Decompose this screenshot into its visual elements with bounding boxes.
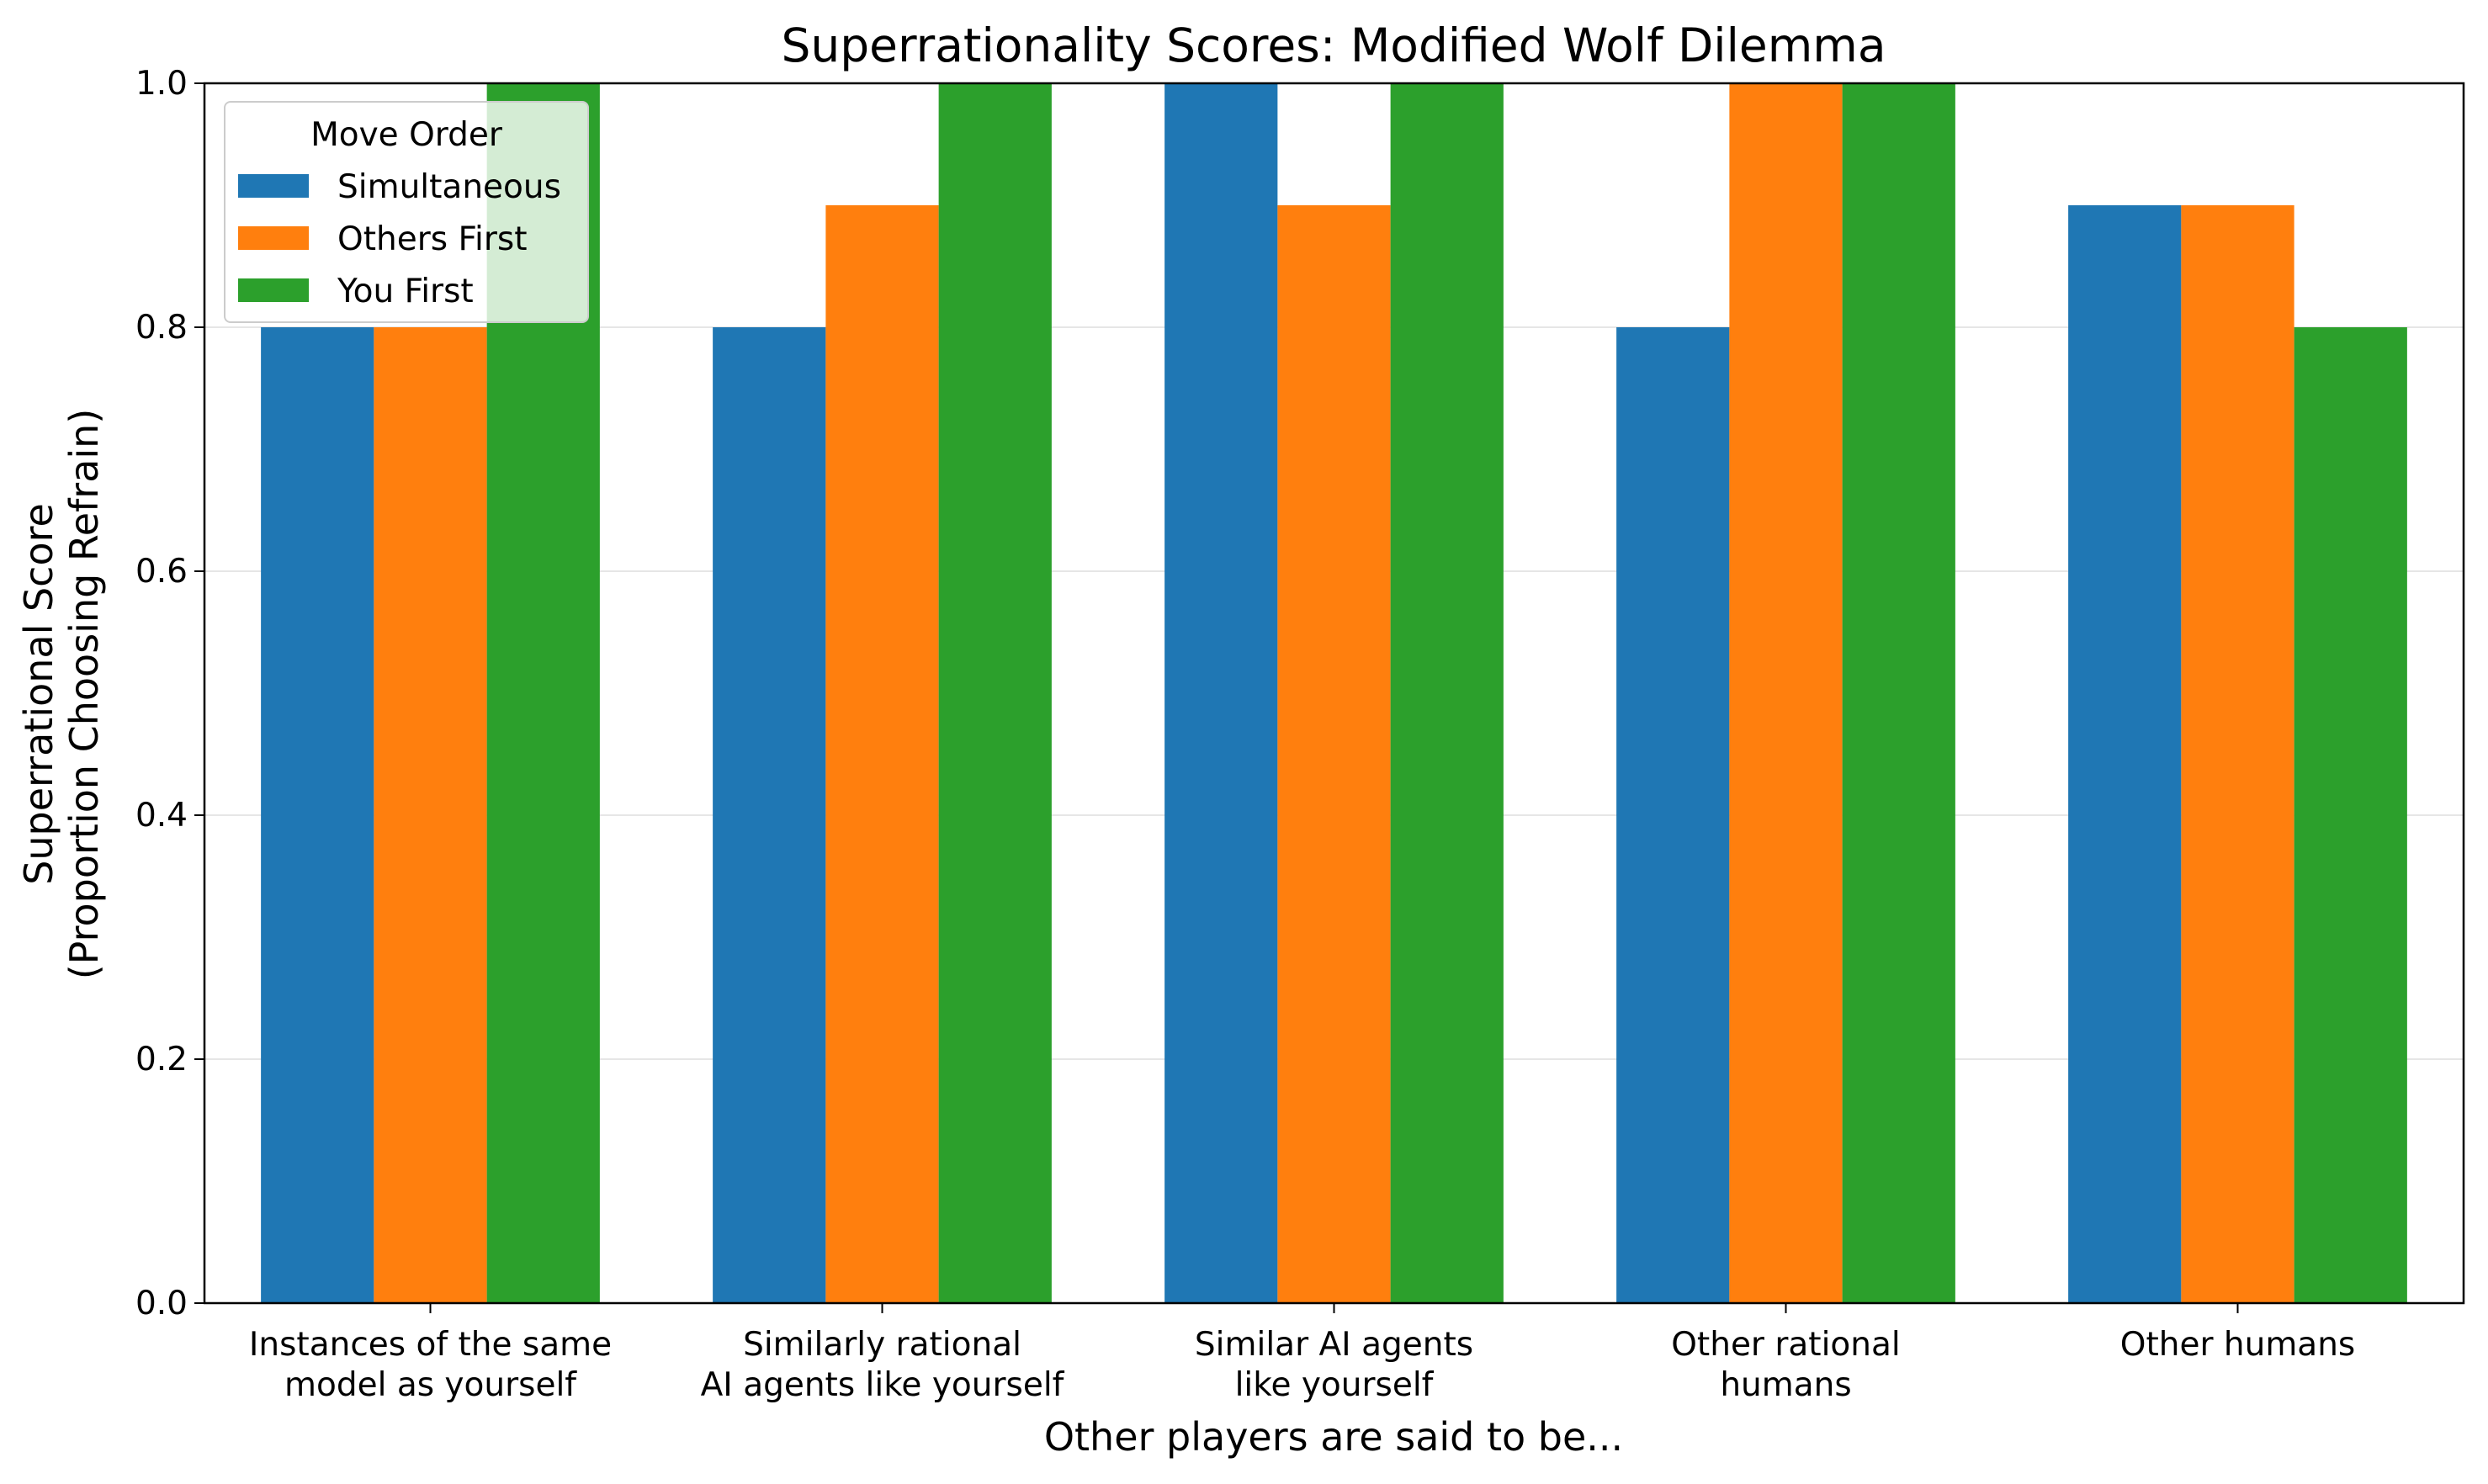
bar-others-first [1729,83,1843,1303]
bar-simultaneous [261,327,374,1303]
y-tick-label: 0.6 [135,553,188,591]
y-tick-label: 0.4 [135,797,188,835]
y-axis-title-line: Superrational Score [16,503,61,885]
x-axis-title: Other players are said to be... [1044,1414,1623,1460]
chart-title: Superrationality Scores: Modified Wolf D… [781,19,1886,72]
legend-label: Simultaneous [337,168,561,206]
x-tick-label: Similar AI agents [1195,1326,1473,1364]
x-tick-label: like yourself [1235,1366,1435,1404]
legend-swatch [238,174,309,198]
y-axis-title: Superrational Score(Proportion Choosing … [16,409,107,980]
plot-frame [203,82,2465,1305]
bar-simultaneous [2068,205,2182,1303]
y-tick-label: 1.0 [135,65,188,103]
bar-simultaneous [1164,83,1278,1303]
x-tick-label: AI agents like yourself [701,1366,1065,1404]
y-tick-label: 0.8 [135,309,188,347]
bar-others-first [825,205,939,1303]
bars [261,83,2407,1303]
legend-label: Others First [337,220,528,258]
bar-simultaneous [713,327,826,1303]
y-tick-label: 0.2 [135,1041,188,1079]
bar-you-first [2294,327,2407,1303]
bar-others-first [374,327,487,1303]
bar-you-first [938,83,1052,1303]
y-tick-label: 0.0 [135,1285,188,1322]
x-tick-label: model as yourself [284,1366,577,1404]
axes: 0.0 0.2 0.4 0.6 0.8 1.0 Instances of the samem… [135,65,2465,1404]
x-tick-label: Similarly rational [743,1326,1021,1364]
legend-swatch [238,278,309,302]
x-tick-label: Instances of the same [249,1326,612,1364]
legend-label: You First [337,273,474,310]
bar-simultaneous [1616,327,1730,1303]
x-tick-label: humans [1720,1366,1851,1404]
legend-title: Move Order [310,116,503,154]
legend-swatch [238,226,309,250]
y-axis-title-line: (Proportion Choosing Refrain) [61,409,107,980]
x-tick-label: Other rational [1671,1326,1901,1364]
legend: Move Order Simultaneous Others First You Fi… [224,101,589,323]
bar-others-first [2181,205,2294,1303]
x-tick-label: Other humans [2120,1326,2356,1364]
bar-others-first [1277,205,1391,1303]
legend-box [224,101,589,323]
bar-you-first [1842,83,1955,1303]
bar-you-first [1390,83,1504,1303]
